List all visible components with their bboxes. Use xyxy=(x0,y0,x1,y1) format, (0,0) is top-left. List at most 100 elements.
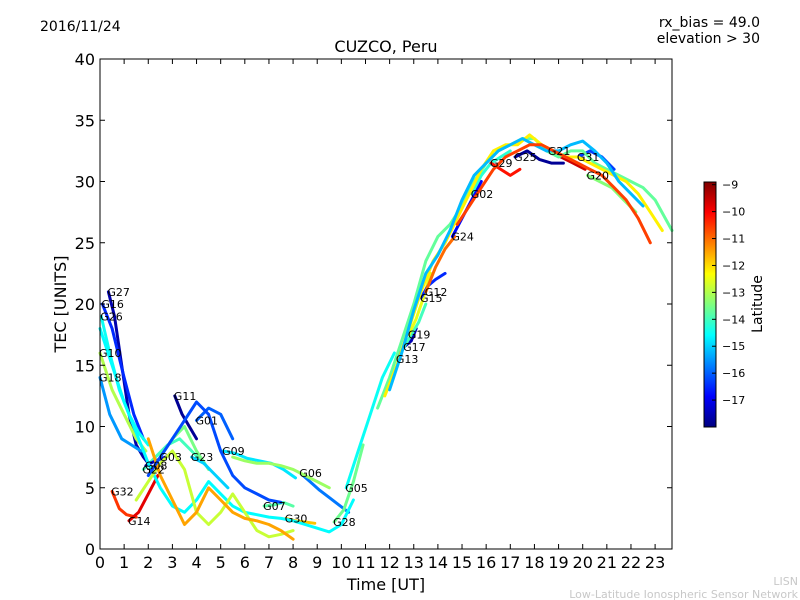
y-axis-ticks: 0 5 10 15 20 25 30 35 40 xyxy=(75,50,672,559)
colorbar-tick-label: −15 xyxy=(722,340,745,353)
series-label-g10: G10 xyxy=(99,347,122,360)
series-label-g32: G32 xyxy=(111,485,134,498)
x-tick-label: 6 xyxy=(240,553,250,572)
x-tick-label: 7 xyxy=(264,553,274,572)
colorbar-tick-label: −9 xyxy=(722,179,738,192)
series-line-g14 xyxy=(127,474,160,523)
series-label-g21: G21 xyxy=(548,145,571,158)
series-line-31 xyxy=(376,137,674,410)
colorbar-tick-label: −11 xyxy=(722,233,745,246)
x-tick-label: 15 xyxy=(452,553,472,572)
y-tick-label: 5 xyxy=(85,479,95,498)
series-layer xyxy=(98,133,674,541)
y-tick-label: 20 xyxy=(75,295,95,314)
series-line-g12 xyxy=(424,235,457,294)
x-tick-label: 2 xyxy=(143,553,153,572)
x-tick-label: 19 xyxy=(548,553,568,572)
colorbar-tick-label: −13 xyxy=(722,286,745,299)
x-tick-label: 18 xyxy=(524,553,544,572)
series-label-g03: G03 xyxy=(159,451,182,464)
y-tick-label: 25 xyxy=(75,234,95,253)
series-line-g23 xyxy=(190,455,230,490)
x-tick-label: 5 xyxy=(216,553,226,572)
watermark-lisn: LISN xyxy=(773,575,798,588)
series-label-g14: G14 xyxy=(128,515,151,528)
series-label-g22: G22 xyxy=(142,463,165,476)
x-tick-label: 17 xyxy=(500,553,520,572)
watermark-network: Low-Latitude Ionospheric Sensor Network xyxy=(569,588,798,600)
series-label-g08: G08 xyxy=(145,460,168,473)
series-line-34 xyxy=(455,143,652,245)
series-line-g32 xyxy=(110,489,138,519)
colorbar-tick-label: −12 xyxy=(722,259,745,272)
series-label-g06: G06 xyxy=(299,467,322,480)
x-axis-ticks: 0 1 2 3 4 5 6 7 8 9 10 11 12 13 14 15 16 17 18 19 20 21 22 23 xyxy=(95,59,665,572)
x-tick-label: 3 xyxy=(167,553,177,572)
x-tick-label: 22 xyxy=(621,553,641,572)
series-line-36 xyxy=(134,449,295,539)
series-line-39 xyxy=(231,455,331,490)
series-label-g28: G28 xyxy=(333,516,356,529)
series-label-g25: G25 xyxy=(514,151,537,164)
series-label-g29: G29 xyxy=(490,157,513,170)
colorbar-tick-label: −16 xyxy=(722,367,745,380)
series-label-g31: G31 xyxy=(577,151,600,164)
series-line-g01 xyxy=(195,406,235,441)
colorbar-label: Latitude xyxy=(750,275,766,333)
y-tick-label: 15 xyxy=(75,356,95,375)
x-tick-label: 12 xyxy=(379,553,399,572)
series-line-38 xyxy=(146,400,283,504)
series-label-g23: G23 xyxy=(191,451,214,464)
x-tick-label: 10 xyxy=(331,553,351,572)
y-tick-label: 35 xyxy=(75,111,95,130)
x-tick-label: 20 xyxy=(573,553,593,572)
series-label-g19: G19 xyxy=(408,329,431,342)
series-label-g27: G27 xyxy=(107,286,130,299)
series-line-g07 xyxy=(262,500,295,508)
series-label-g24: G24 xyxy=(451,231,474,244)
series-label-g18: G18 xyxy=(99,372,122,385)
series-label-g05: G05 xyxy=(345,482,368,495)
y-tick-label: 30 xyxy=(75,173,95,192)
series-line-g28 xyxy=(332,443,365,524)
x-tick-label: 16 xyxy=(476,553,496,572)
series-label-g13: G13 xyxy=(396,353,419,366)
date-label: 2016/11/24 xyxy=(40,19,121,35)
x-tick-label: 1 xyxy=(119,553,129,572)
series-line-g16 xyxy=(100,302,145,441)
series-label-g07: G07 xyxy=(263,500,286,513)
series-line-37 xyxy=(146,437,295,541)
colorbar-ticks: −9 −10 −11 −12 −13 −14 −15 −16 −17 xyxy=(712,179,745,407)
series-label-g15: G15 xyxy=(420,292,443,305)
series-line-35 xyxy=(98,327,355,534)
series-line-g17 xyxy=(402,302,428,349)
colorbar-tick-label: −17 xyxy=(722,394,745,407)
series-label-g01: G01 xyxy=(196,414,219,427)
series-label-g02: G02 xyxy=(471,188,494,201)
colorbar xyxy=(703,181,717,428)
y-axis-label: TEC [UNITS] xyxy=(51,256,70,354)
series-label-g26: G26 xyxy=(100,310,123,323)
x-tick-label: 9 xyxy=(312,553,322,572)
colorbar-tick-label: −10 xyxy=(722,206,745,219)
series-label-g17: G17 xyxy=(403,341,426,354)
series-label-g30: G30 xyxy=(285,512,308,525)
series-label-g20: G20 xyxy=(587,169,610,182)
y-tick-label: 0 xyxy=(85,540,95,559)
series-label-g09: G09 xyxy=(222,445,245,458)
series-label-g11: G11 xyxy=(174,390,197,403)
series-line-g25 xyxy=(513,149,565,165)
series-line-g18 xyxy=(98,376,143,453)
series-line-g09 xyxy=(221,449,297,480)
series-label-g16: G16 xyxy=(101,298,124,311)
x-tick-label: 8 xyxy=(288,553,298,572)
series-line-32 xyxy=(383,133,664,398)
series-line-33 xyxy=(388,137,645,392)
x-tick-label: 23 xyxy=(645,553,665,572)
series-line-g05 xyxy=(344,351,396,490)
colorbar-tick-label: −14 xyxy=(722,313,745,326)
x-tick-label: 11 xyxy=(355,553,375,572)
elevation-label: elevation > 30 xyxy=(657,31,760,47)
